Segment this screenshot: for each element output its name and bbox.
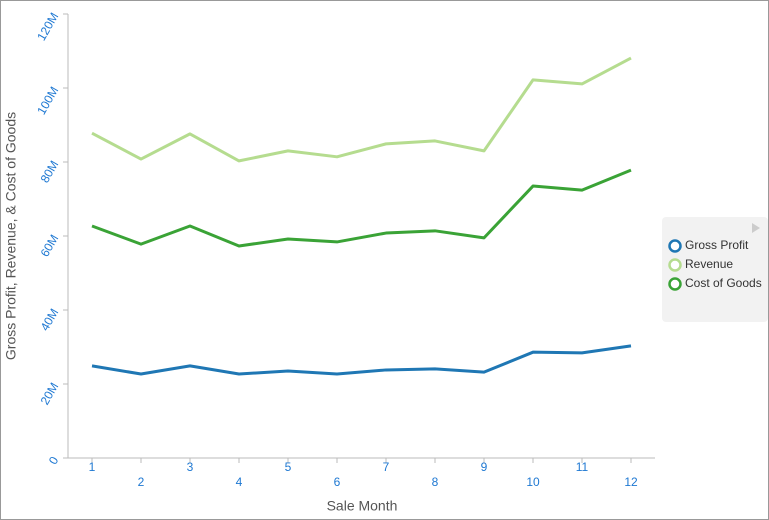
x-tick-label: 10 xyxy=(526,475,540,489)
x-axis-title: Sale Month xyxy=(327,498,398,514)
x-tick-label: 6 xyxy=(334,475,341,489)
x-tick-label: 3 xyxy=(187,460,194,474)
legend-label: Gross Profit xyxy=(685,238,749,252)
x-tick-label: 12 xyxy=(624,475,638,489)
legend-marker xyxy=(668,277,682,291)
x-tick-label: 1 xyxy=(89,460,96,474)
series-line xyxy=(91,56,632,163)
legend-marker xyxy=(668,258,682,272)
y-axis-title: Gross Profit, Revenue, & Cost of Goods xyxy=(3,112,19,360)
x-tick-label: 2 xyxy=(138,475,145,489)
legend: Gross Profit Revenue Cost of Goods xyxy=(662,217,768,322)
legend-label: Cost of Goods xyxy=(685,276,762,290)
legend-box xyxy=(662,217,768,322)
x-tick-label: 11 xyxy=(576,460,589,474)
x-tick-label: 8 xyxy=(432,475,439,489)
x-tick-label: 4 xyxy=(236,475,243,489)
series-line xyxy=(91,344,632,376)
x-tick-label: 7 xyxy=(383,460,390,474)
series-line xyxy=(91,168,632,248)
legend-label: Revenue xyxy=(685,257,733,271)
legend-arrow xyxy=(752,223,760,233)
x-tick-label: 9 xyxy=(481,460,488,474)
legend-marker xyxy=(668,239,682,253)
x-tick-label: 5 xyxy=(285,460,292,474)
